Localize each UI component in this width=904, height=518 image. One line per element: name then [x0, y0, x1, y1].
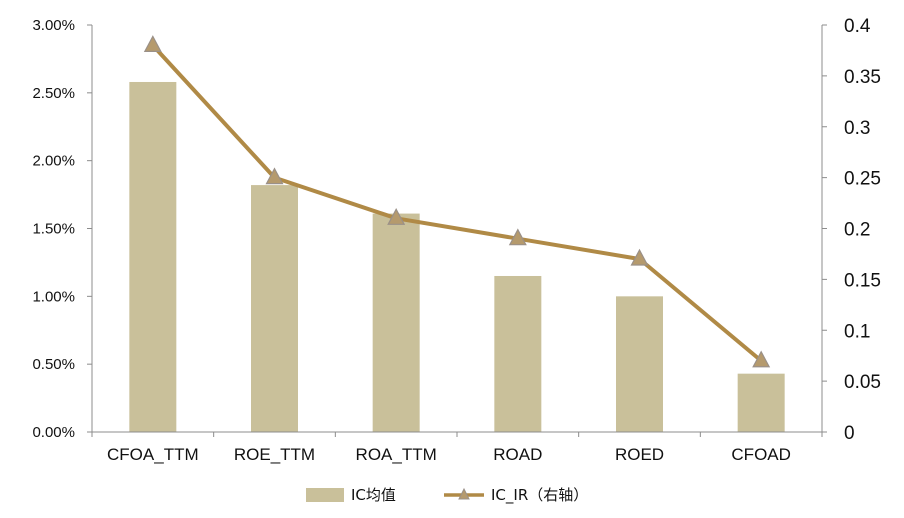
legend-line-label: IC_IR（右轴） [491, 486, 588, 505]
left-tick-label: 3.00% [32, 17, 75, 34]
right-tick-label: 0.4 [844, 16, 871, 37]
right-tick-label: 0.15 [844, 270, 881, 291]
x-tick-label: CFOAD [731, 445, 791, 464]
right-tick-label: 0.05 [844, 372, 881, 393]
legend: IC均值 IC_IR（右轴） [306, 486, 588, 505]
line-marker [387, 208, 406, 225]
left-tick-label: 1.00% [32, 288, 75, 305]
line-marker [508, 228, 527, 246]
legend-bar-label: IC均值 [351, 486, 396, 504]
right-tick-label: 0 [844, 423, 855, 444]
legend-line-marker [458, 487, 470, 500]
bar [251, 185, 298, 432]
x-tick-label: ROA_TTM [356, 445, 437, 464]
line-marker [143, 35, 162, 52]
line-series [143, 35, 771, 368]
right-tick-label: 0.3 [844, 118, 870, 139]
x-tick-labels: CFOA_TTM ROE_TTM ROA_TTM ROAD ROED CFOAD [107, 445, 791, 464]
left-tick-label: 1.50% [32, 221, 75, 238]
right-tick-label: 0.25 [844, 169, 881, 190]
x-tick-label: CFOA_TTM [107, 445, 199, 464]
x-tick-label: ROED [615, 445, 664, 464]
bar [129, 81, 177, 432]
bar-series [129, 81, 785, 432]
right-tick-label: 0.35 [844, 67, 881, 88]
bar [737, 373, 785, 432]
line-marker [752, 350, 771, 368]
right-tick-label: 0.1 [844, 321, 870, 342]
bar [494, 275, 542, 432]
left-tick-label: 2.00% [32, 153, 75, 170]
line-path [151, 43, 763, 363]
left-tick-label: 0.00% [32, 424, 75, 441]
left-tick-label: 2.50% [32, 85, 75, 102]
line-marker [630, 248, 649, 266]
right-tick-label: 0.2 [844, 220, 870, 241]
legend-bar-swatch [306, 488, 344, 502]
line-marker [265, 167, 284, 185]
bar [372, 213, 420, 432]
x-tick-label: ROE_TTM [234, 445, 315, 464]
left-tick-label: 0.50% [32, 356, 75, 373]
axes: 0.00% 0.50% 1.00% 1.50% 2.00% 2.50% 3.00% 0 0.05… [32, 16, 881, 444]
x-tick-label: ROAD [493, 445, 542, 464]
bar [616, 296, 663, 432]
